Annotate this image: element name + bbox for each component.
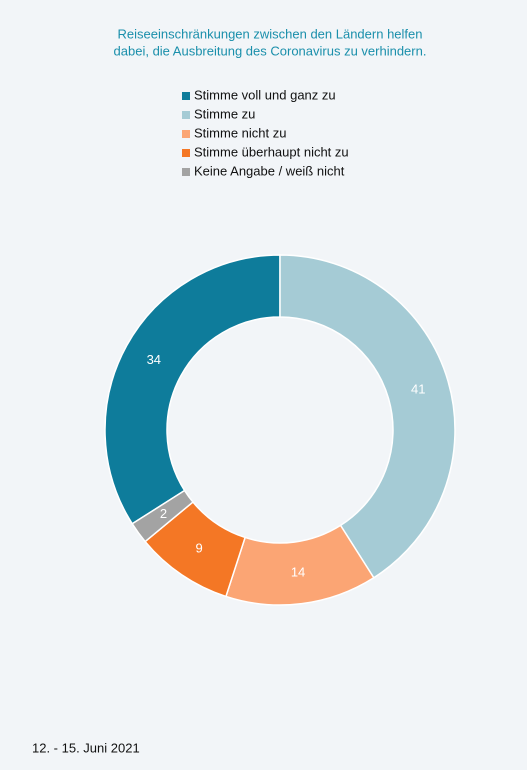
chart-title: dabei, die Ausbreitung des Coronavirus z… [114, 43, 427, 58]
legend-label: Keine Angabe / weiß nicht [194, 163, 345, 178]
legend-label: Stimme überhaupt nicht zu [194, 144, 349, 159]
legend-label: Stimme nicht zu [194, 125, 286, 140]
legend-swatch [182, 149, 190, 157]
donut-segment [104, 254, 281, 525]
data-label: 2 [160, 506, 167, 521]
data-label: 34 [147, 352, 161, 367]
legend-swatch [182, 130, 190, 138]
data-label: 14 [291, 564, 305, 579]
chart-title: Reiseeinschränkungen zwischen den Länder… [118, 26, 423, 41]
legend-swatch [182, 111, 190, 119]
legend-swatch [182, 168, 190, 176]
donut-segment [131, 489, 194, 543]
data-label: 9 [195, 541, 202, 556]
legend-label: Stimme voll und ganz zu [194, 87, 336, 102]
legend-label: Stimme zu [194, 106, 255, 121]
data-label: 41 [411, 381, 425, 396]
legend-swatch [182, 92, 190, 100]
footnote: 12. - 15. Juni 2021 [32, 740, 140, 755]
donut-segment [279, 254, 456, 579]
